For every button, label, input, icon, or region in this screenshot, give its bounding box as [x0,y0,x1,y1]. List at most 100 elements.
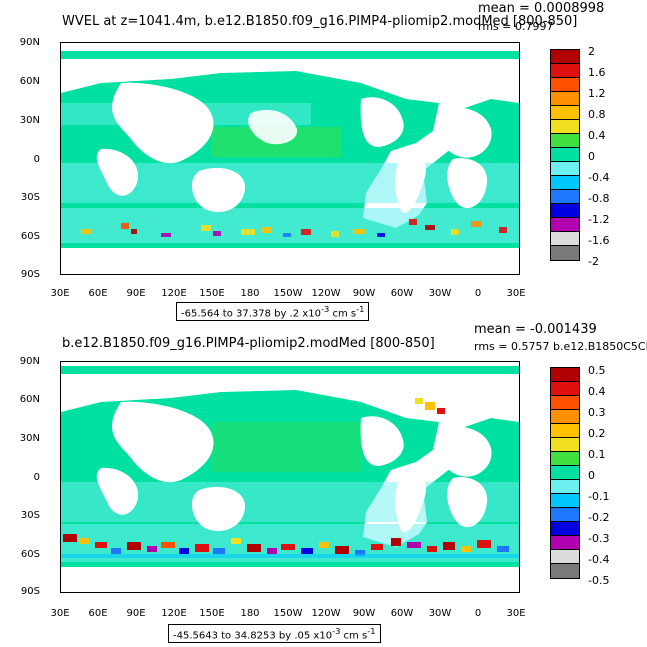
colorbar-label: 0 [588,469,595,482]
colorbar-box [551,92,579,106]
colorbar-label: -2 [588,255,599,268]
y-tick: 30N [19,433,40,444]
colorbar-box [551,50,579,64]
y-tick: 60S [20,549,40,560]
x-tick: 120E [161,608,187,619]
colorbar-box [551,368,579,382]
x-tick: 30W [428,288,452,299]
range-units-exponent: -1 [356,304,365,314]
colorbar-label: -0.4 [588,553,610,566]
range-label: -45.5643 to 34.8253 by .05 x10-3 cm s-1 [168,624,381,644]
y-tick: 90S [20,269,40,280]
x-tick: 120E [161,288,187,299]
y-tick: 90S [20,586,40,597]
x-tick: 150E [199,608,225,619]
colorbar-box [551,508,579,522]
colorbar-box [551,106,579,120]
colorbar-box [551,134,579,148]
x-tick: 90W [352,608,376,619]
colorbar [550,49,580,261]
range-text: -65.564 to 37.378 by .2 x10 [181,308,321,320]
y-tick: 30S [20,510,40,521]
x-tick: 120W [311,288,341,299]
colorbar-box [551,232,579,246]
colorbar-box [551,64,579,78]
colorbar-label: 0.8 [588,108,606,121]
colorbar-label: 1.6 [588,66,606,79]
colorbar-label: 0.2 [588,427,606,440]
range-units-exponent: -1 [367,626,376,636]
colorbar-label: -1.2 [588,213,610,226]
x-tick: 180 [240,288,260,299]
colorbar-box [551,204,579,218]
colorbar-label: 2 [588,45,595,58]
colorbar-label: -0.1 [588,490,610,503]
x-tick: 150E [199,288,225,299]
rms-stat: rms = 0.5757 b.e12.B1850C5CN.f09 [474,340,647,353]
colorbar-label: -0.2 [588,511,610,524]
panel-bottom: b.e12.B1850.f09_g16.PIMP4-pliomip2.modMe… [0,320,647,644]
x-tick: 30E [506,288,526,299]
x-tick: 150W [273,288,303,299]
colorbar-box [551,176,579,190]
colorbar-box [551,536,579,550]
y-tick: 90N [19,356,40,367]
colorbar-box [551,382,579,396]
x-tick: 150W [273,608,303,619]
range-units: cm s [340,630,368,642]
colorbar-label: -0.3 [588,532,610,545]
x-tick: 60E [88,288,108,299]
mean-stat: mean = 0.0008998 [478,1,605,16]
colorbar-box [551,564,579,578]
colorbar-label: 0.5 [588,364,606,377]
colorbar-box [551,190,579,204]
map-plot [60,42,520,275]
colorbar-box [551,522,579,536]
colorbar-label: 0.3 [588,406,606,419]
plot-title: b.e12.B1850.f09_g16.PIMP4-pliomip2.modMe… [62,336,435,351]
colorbar-label: 0.4 [588,385,606,398]
colorbar-box [551,396,579,410]
colorbar-box [551,148,579,162]
colorbar-label: 0.4 [588,129,606,142]
x-tick: 90E [126,608,146,619]
colorbar-label: 0.1 [588,448,606,461]
colorbar-label: -1.6 [588,234,610,247]
colorbar-box [551,438,579,452]
x-tick: 30E [50,608,70,619]
colorbar-label: -0.4 [588,171,610,184]
mean-stat: mean = -0.001439 [474,322,597,337]
colorbar-box [551,410,579,424]
y-tick: 60N [19,76,40,87]
ocean-field-map [61,51,519,274]
x-tick: 60W [390,608,414,619]
y-tick: 60N [19,394,40,405]
colorbar-label: 0 [588,150,595,163]
y-tick: 60S [20,231,40,242]
x-tick: 90E [126,288,146,299]
y-tick: 90N [19,37,40,48]
colorbar-box [551,424,579,438]
x-tick: 30E [506,608,526,619]
x-tick: 30W [428,608,452,619]
colorbar-box [551,162,579,176]
colorbar-box [551,78,579,92]
colorbar-box [551,466,579,480]
map-plot [60,361,520,593]
ocean-field-map [61,366,519,592]
y-tick: 0 [33,154,40,165]
colorbar-label: 1.2 [588,87,606,100]
panel-top: WVEL at z=1041.4m, b.e12.B1850.f09_g16.P… [0,0,647,322]
colorbar-box [551,246,579,260]
range-exponent: -3 [320,304,330,314]
x-tick: 120W [311,608,341,619]
colorbar-box [551,480,579,494]
range-units: cm s [329,308,357,320]
colorbar-box [551,120,579,134]
x-tick: 0 [474,608,482,619]
colorbar-box [551,452,579,466]
x-tick: 0 [474,288,482,299]
x-tick: 90W [352,288,376,299]
range-text: -45.5643 to 34.8253 by .05 x10 [173,630,333,642]
range-exponent: -3 [332,626,341,636]
